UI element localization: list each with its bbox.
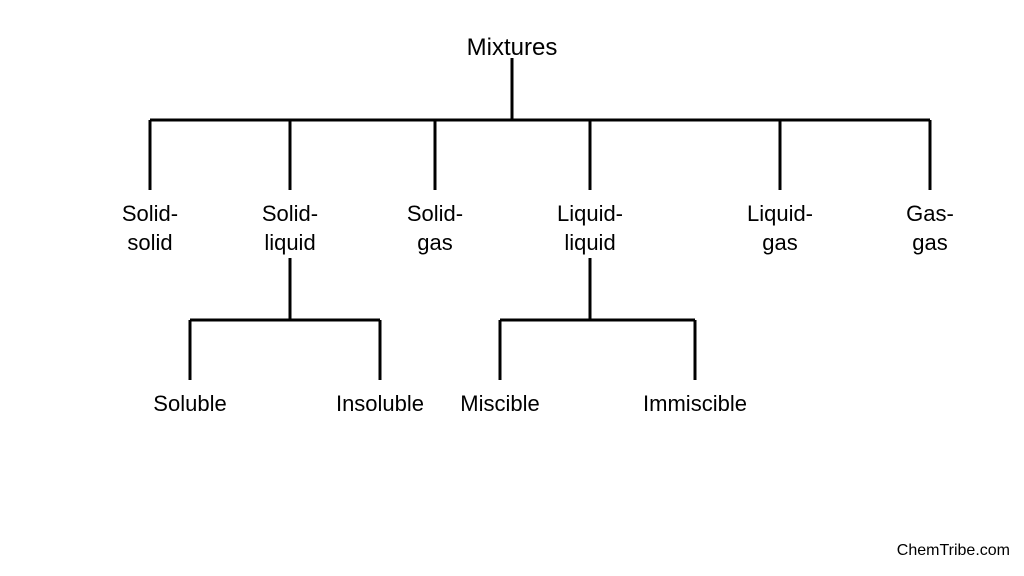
node-solid-gas: Solid-gas	[385, 200, 485, 257]
node-solid-solid: Solid-solid	[100, 200, 200, 257]
attribution-text: ChemTribe.com	[897, 542, 1010, 560]
node-solid-liquid: Solid-liquid	[240, 200, 340, 257]
node-immiscible: Immiscible	[635, 390, 755, 419]
node-gas-gas: Gas-gas	[880, 200, 980, 257]
node-liquid-gas: Liquid-gas	[730, 200, 830, 257]
node-soluble: Soluble	[130, 390, 250, 419]
node-liquid-liquid: Liquid-liquid	[540, 200, 640, 257]
root-node: Mixtures	[452, 32, 572, 63]
node-miscible: Miscible	[440, 390, 560, 419]
node-insoluble: Insoluble	[320, 390, 440, 419]
tree-connectors	[0, 0, 1024, 576]
